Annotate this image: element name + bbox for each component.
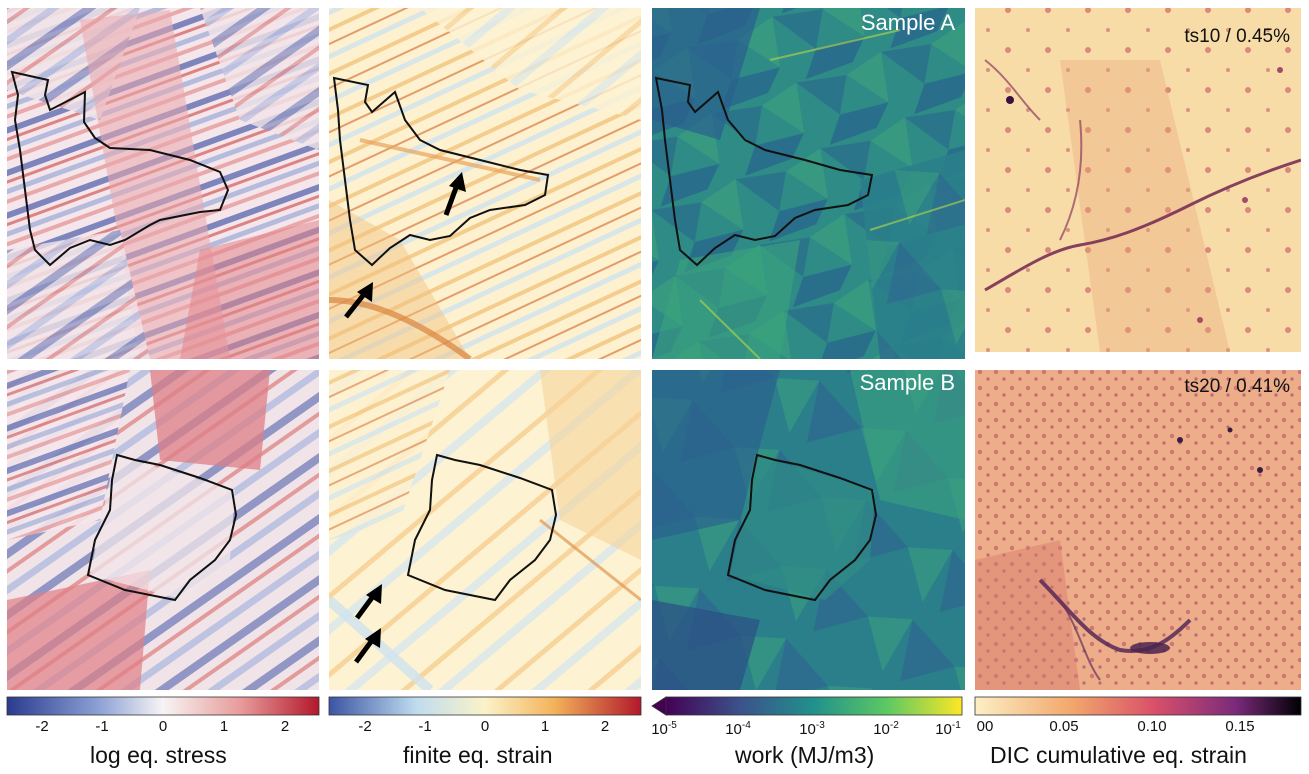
tick-label: 10-5 [651,720,677,738]
dic-map-ts10: ts10 / 0.45% [975,8,1301,352]
stress-map-sample-a [7,8,319,359]
sample-a-label: Sample A [861,10,955,35]
colorbar-strain-label: finite eq. strain [403,742,553,768]
tick-label: 0.05 [1049,718,1079,735]
strain-map-sample-b [329,370,641,690]
tick-label: 0.15 [1225,718,1255,735]
dic-top-label: ts10 / 0.45% [1184,26,1290,47]
tick-label: 2 [280,718,290,735]
grain-outline [406,453,558,602]
grain-outline [332,76,550,267]
dic-bottom-label: ts20 / 0.41% [1184,376,1290,397]
tick-label: 0.10 [1137,718,1167,735]
strain-map-sample-a [329,8,641,359]
tick-label: 1 [219,718,229,735]
tick-label: 10-3 [799,720,825,738]
tick-label: 10-1 [935,720,961,738]
arrow-icon [443,172,466,216]
grain-outline [654,76,874,267]
tick-label: 2 [600,718,610,735]
sample-b-label: Sample B [860,370,955,395]
tick-label: 1 [540,718,550,735]
arrow-icon [344,282,373,319]
dic-map-ts20: ts20 / 0.41% [975,370,1301,690]
colorbar-dic-label: DIC cumulative eq. strain [990,742,1247,768]
tick-label: -2 [35,718,49,735]
stress-map-sample-b [7,370,319,690]
tick-label: 10-4 [725,720,751,738]
arrows [344,172,466,664]
work-map-sample-b: Sample B [652,370,965,690]
colorbar-work [651,696,963,716]
grain-outline [10,70,230,267]
colorbar-stress [6,696,320,716]
colorbar-work-label: work (MJ/m3) [735,742,875,768]
tick-label: 0 [480,718,490,735]
arrow-icon [354,584,382,620]
grain-outline [86,453,238,602]
colorbar-dic [974,696,1302,716]
tick-label: 10-2 [873,720,899,738]
tick-label: -1 [418,718,432,735]
tick-label: -1 [95,718,109,735]
tick-label: -2 [358,718,372,735]
arrow-icon [353,628,381,664]
tick-label: 0 [158,718,168,735]
grain-outline [726,453,878,602]
tick-label: 00 [976,718,994,735]
colorbar-stress-label: log eq. stress [90,742,227,768]
colorbar-strain [328,696,642,716]
work-map-sample-a: Sample A [652,8,965,359]
